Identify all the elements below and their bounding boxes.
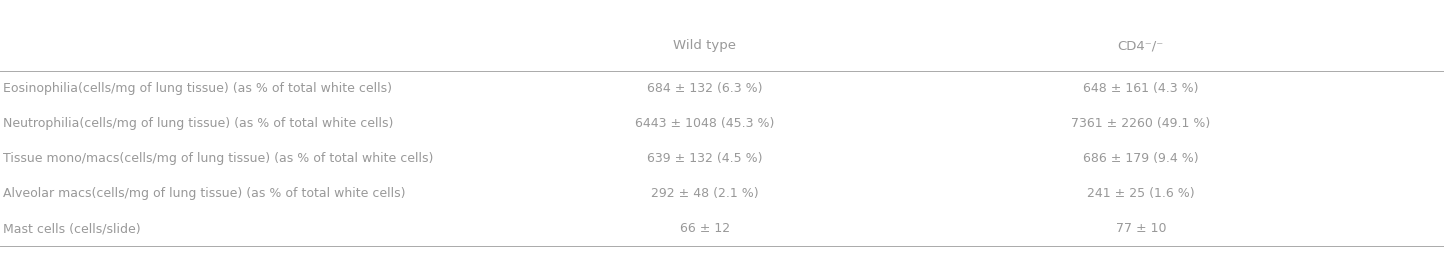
Text: Neutrophilia(cells/mg of lung tissue) (as % of total white cells): Neutrophilia(cells/mg of lung tissue) (a… (3, 117, 393, 130)
Text: 648 ± 161 (4.3 %): 648 ± 161 (4.3 %) (1083, 82, 1199, 95)
Text: Wild type: Wild type (673, 39, 736, 52)
Text: CD4⁻/⁻: CD4⁻/⁻ (1118, 39, 1164, 52)
Text: 686 ± 179 (9.4 %): 686 ± 179 (9.4 %) (1083, 152, 1199, 165)
Text: 66 ± 12: 66 ± 12 (680, 222, 729, 235)
Text: Eosinophilia(cells/mg of lung tissue) (as % of total white cells): Eosinophilia(cells/mg of lung tissue) (a… (3, 82, 391, 95)
Text: 684 ± 132 (6.3 %): 684 ± 132 (6.3 %) (647, 82, 762, 95)
Text: 292 ± 48 (2.1 %): 292 ± 48 (2.1 %) (651, 187, 758, 200)
Text: 7361 ± 2260 (49.1 %): 7361 ± 2260 (49.1 %) (1071, 117, 1210, 130)
Text: 77 ± 10: 77 ± 10 (1116, 222, 1165, 235)
Text: Alveolar macs(cells/mg of lung tissue) (as % of total white cells): Alveolar macs(cells/mg of lung tissue) (… (3, 187, 406, 200)
Text: Mast cells (cells/slide): Mast cells (cells/slide) (3, 222, 140, 235)
Text: Tissue mono/macs(cells/mg of lung tissue) (as % of total white cells): Tissue mono/macs(cells/mg of lung tissue… (3, 152, 433, 165)
Text: 639 ± 132 (4.5 %): 639 ± 132 (4.5 %) (647, 152, 762, 165)
Text: 6443 ± 1048 (45.3 %): 6443 ± 1048 (45.3 %) (635, 117, 774, 130)
Text: 241 ± 25 (1.6 %): 241 ± 25 (1.6 %) (1087, 187, 1194, 200)
